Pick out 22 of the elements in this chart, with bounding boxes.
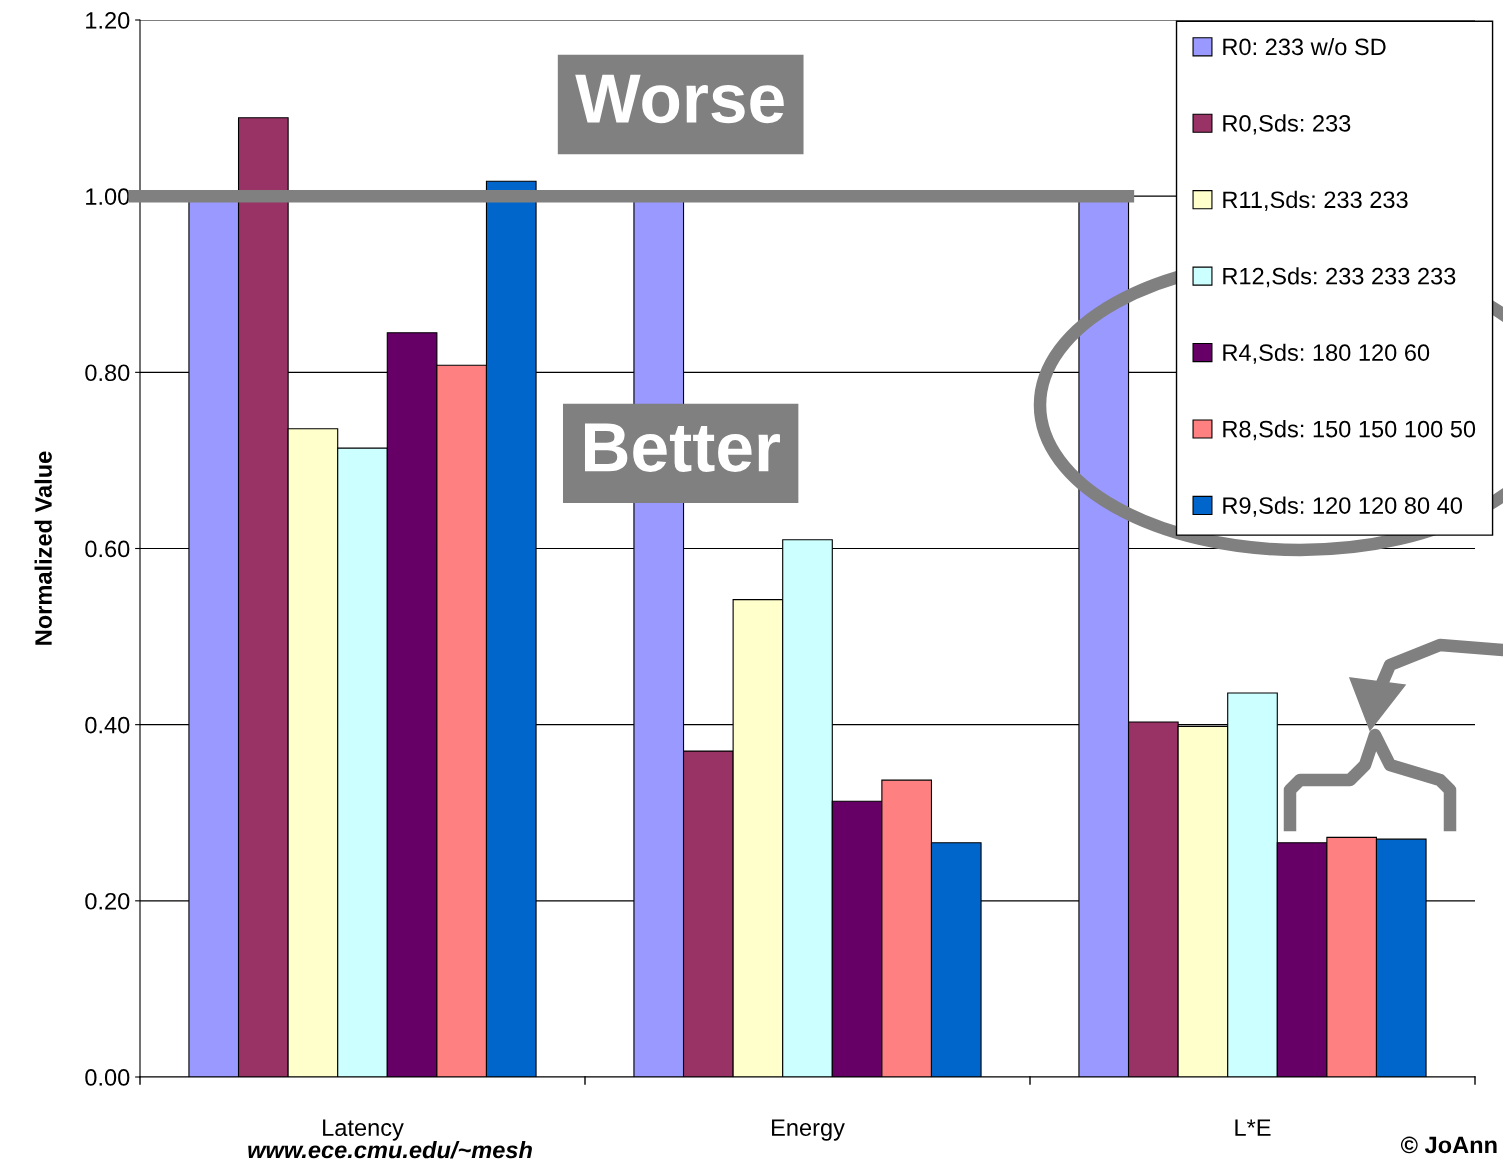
y-tick-label: 1.00: [86, 188, 130, 205]
x-tick-label: Energy: [772, 1119, 845, 1141]
y-axis-title: Normalized Value: [34, 451, 52, 645]
text: © JoAnn: [1400, 1136, 1497, 1154]
y-tick-label: 1.20: [86, 12, 130, 29]
legend-label: R4,Sds: 180 120 60: [1223, 343, 1430, 364]
legend-label: R11,Sds: 233 233: [1223, 190, 1408, 211]
y-tick-label: 0.80: [85, 364, 130, 382]
legend-label: R0: 233 w/o SD: [1223, 37, 1386, 56]
annotation: Better: [584, 423, 780, 473]
x-tick-label: Latency: [323, 1119, 404, 1141]
text: www.ece.cmu.edu/~mesh: [248, 1140, 532, 1159]
annotation: Worse: [575, 74, 784, 124]
legend-label: R0,Sds: 233: [1223, 114, 1351, 135]
y-tick-label: 0.60: [85, 540, 130, 558]
legend-label: R8,Sds: 150 150 100 50: [1223, 420, 1476, 441]
legend-label: R12,Sds: 233 233 233: [1223, 267, 1456, 288]
y-tick-label: 0.20: [85, 892, 130, 910]
y-tick-label: 0.00: [85, 1069, 130, 1086]
legend-label: R9,Sds: 120 120 80 40: [1223, 496, 1462, 517]
y-tick-label: 0.40: [85, 716, 130, 734]
x-tick-label: L*E: [1235, 1119, 1271, 1136]
